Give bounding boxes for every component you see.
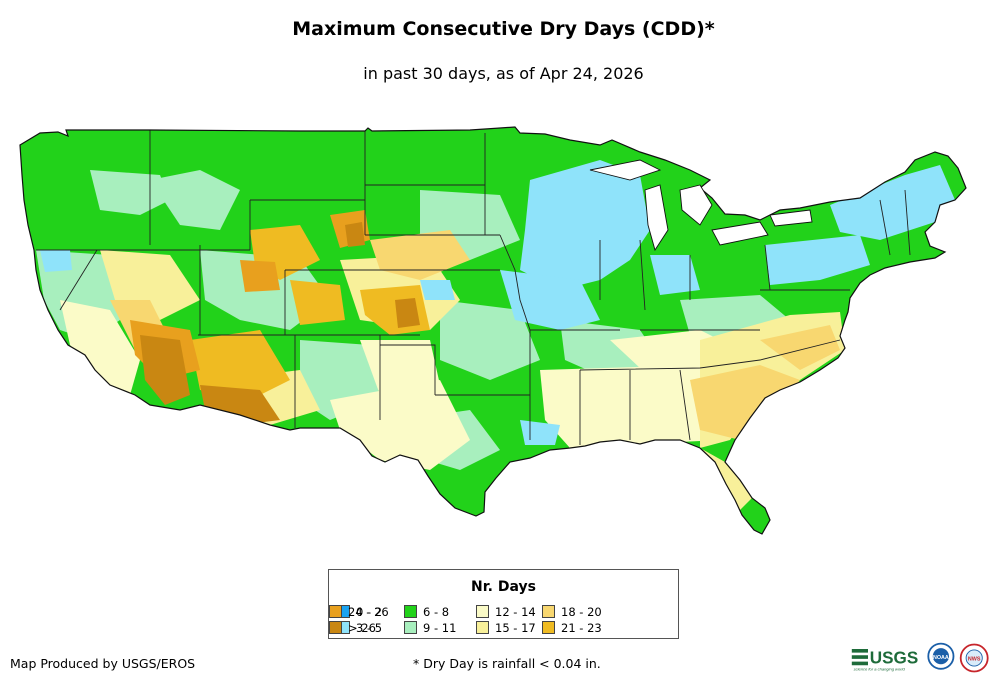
map-title: Maximum Consecutive Dry Days (CDD)* — [292, 18, 715, 40]
great-lakes — [589, 159, 813, 252]
legend-box: Nr. Days 0 - 2 3 - 5 6 - 8 9 - 11 12 - 14 15 … — [328, 569, 679, 639]
producer-credit: Map Produced by USGS/EROS — [10, 656, 196, 671]
legend-label: > 26 — [348, 621, 376, 635]
legend-swatch — [542, 621, 555, 634]
legend-label: 12 - 14 — [495, 605, 536, 619]
noaa-logo: NOAA — [927, 642, 955, 670]
dry-day-footnote: * Dry Day is rainfall < 0.04 in. — [413, 656, 601, 671]
legend-label: 6 - 8 — [423, 605, 450, 619]
legend-item: 9 - 11 — [404, 621, 456, 635]
legend-label: 15 - 17 — [495, 621, 536, 635]
legend-swatch — [542, 605, 555, 618]
legend-item: 15 - 17 — [476, 621, 536, 635]
state-boundaries — [36, 130, 911, 445]
cdd-class-patches — [36, 160, 955, 510]
svg-text:science for a changing world: science for a changing world — [854, 667, 906, 672]
legend-item: > 26 — [329, 621, 376, 635]
legend-label: 24 - 26 — [348, 605, 389, 619]
legend-swatch — [404, 605, 417, 618]
svg-text:USGS: USGS — [870, 648, 918, 667]
legend-label: 3 - 5 — [356, 621, 383, 635]
legend-swatch — [476, 621, 489, 634]
legend-swatch — [476, 605, 489, 618]
legend-swatch — [404, 621, 417, 634]
legend-label: 9 - 11 — [423, 621, 457, 635]
legend-item: 12 - 14 — [476, 605, 536, 619]
legend-label: 21 - 23 — [561, 621, 602, 635]
legend-item: 6 - 8 — [404, 605, 449, 619]
svg-text:NWS: NWS — [968, 657, 981, 663]
agency-logos: USGS science for a changing world NOAA N… — [851, 642, 989, 673]
cdd-map — [19, 126, 967, 535]
nws-logo: NWS — [959, 643, 989, 673]
legend-swatch — [329, 605, 342, 618]
legend-label: 18 - 20 — [561, 605, 602, 619]
legend-item: 24 - 26 — [329, 605, 389, 619]
legend-label: 0 - 2 — [356, 605, 383, 619]
legend-title: Nr. Days — [471, 579, 536, 595]
map-subtitle: in past 30 days, as of Apr 24, 2026 — [363, 64, 644, 83]
legend-item: 18 - 20 — [542, 605, 602, 619]
usgs-logo: USGS science for a changing world — [851, 648, 918, 672]
svg-text:NOAA: NOAA — [933, 655, 949, 661]
legend-swatch — [329, 621, 342, 634]
legend-item: 21 - 23 — [542, 621, 602, 635]
